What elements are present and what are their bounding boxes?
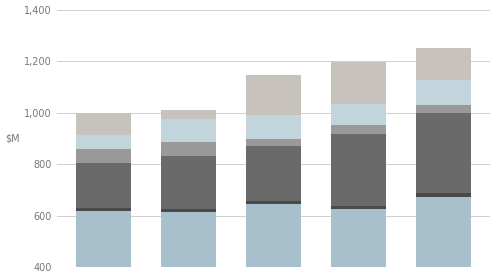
Bar (331, 104, 386, 125)
Bar (246, 138, 301, 146)
Bar (246, 146, 301, 201)
Bar (416, 113, 471, 193)
Bar (76, 163, 131, 208)
Bar (416, 193, 471, 197)
Bar (416, 48, 471, 80)
Bar (76, 149, 131, 163)
Bar (161, 142, 216, 156)
Bar (161, 156, 216, 209)
Bar (246, 201, 301, 204)
Bar (76, 135, 131, 149)
Bar (246, 75, 301, 115)
Bar (331, 210, 386, 279)
Bar (161, 119, 216, 142)
Bar (161, 209, 216, 212)
Bar (331, 134, 386, 206)
Bar (161, 110, 216, 119)
Bar (416, 80, 471, 105)
Y-axis label: $M: $M (5, 133, 20, 143)
Bar (76, 211, 131, 279)
Bar (331, 125, 386, 134)
Bar (331, 206, 386, 210)
Bar (416, 105, 471, 113)
Bar (246, 204, 301, 279)
Bar (76, 113, 131, 135)
Bar (331, 62, 386, 104)
Bar (161, 212, 216, 279)
Bar (76, 208, 131, 211)
Bar (416, 197, 471, 279)
Bar (246, 115, 301, 138)
